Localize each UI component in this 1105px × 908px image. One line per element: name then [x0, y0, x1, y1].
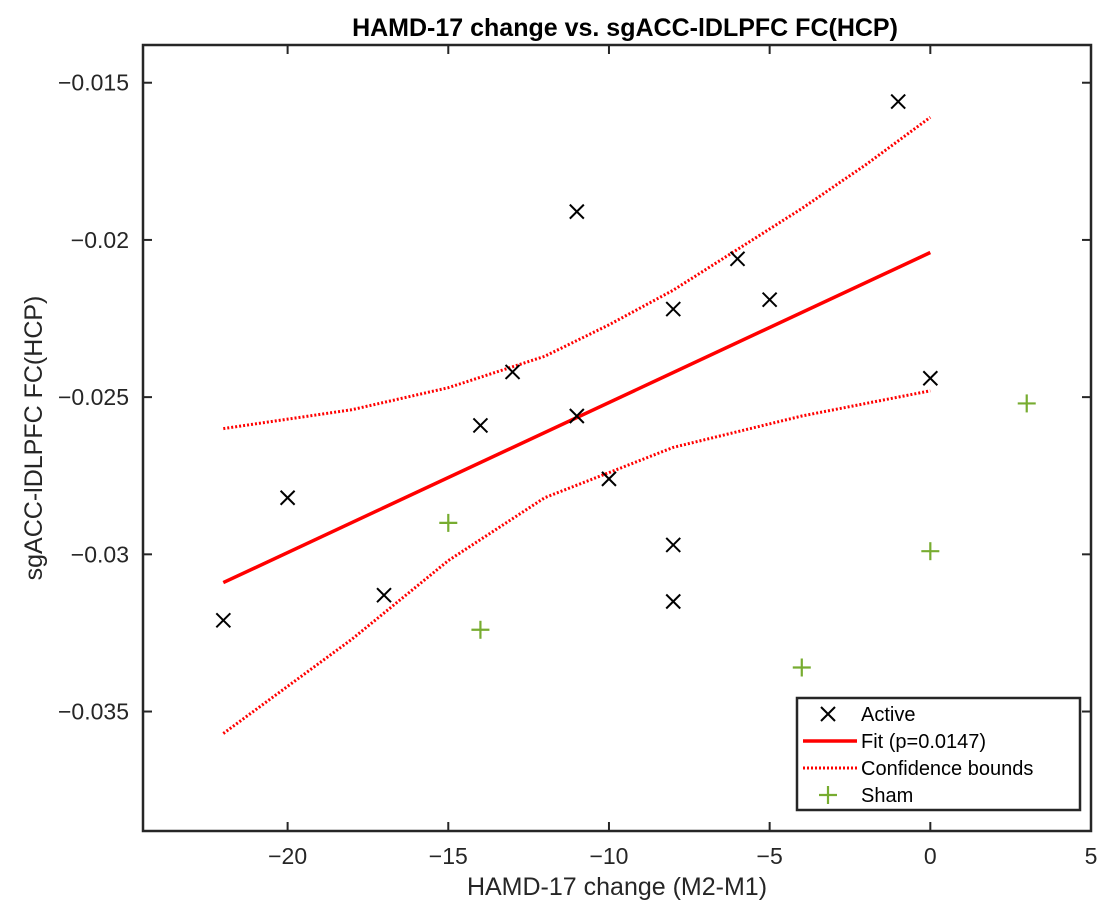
x-tick-label: −10	[589, 843, 628, 869]
chart-title: HAMD-17 change vs. sgACC-lDLPFC FC(HCP)	[352, 14, 898, 42]
fit-line	[222, 250, 932, 585]
sham-point	[1017, 394, 1036, 413]
active-marker-stroke	[761, 291, 778, 308]
active-marker-stroke	[601, 471, 617, 487]
legend: Active Fit (p=0.0147) Confidence bounds Sha…	[795, 696, 1082, 812]
legend-label: Sham	[861, 785, 913, 807]
active-marker-stroke	[890, 93, 906, 110]
x-tick-label: −5	[757, 843, 783, 869]
active-marker-stroke	[922, 370, 939, 386]
legend-box	[795, 696, 1082, 812]
active-point	[279, 490, 296, 506]
sham-point	[439, 513, 458, 532]
confidence-bound-upper	[223, 116, 932, 431]
active-point	[761, 291, 778, 308]
active-point	[569, 408, 585, 424]
active-marker-stroke	[665, 537, 681, 553]
legend-swatch-sham	[819, 786, 837, 804]
active-point	[376, 587, 392, 603]
y-axis-label: sgACC-lDLPFC FC(HCP)	[20, 296, 48, 581]
active-marker-stroke	[665, 593, 681, 610]
active-point	[665, 537, 681, 553]
active-marker-stroke	[820, 706, 836, 722]
legend-label: Active	[861, 704, 915, 726]
active-point	[922, 370, 939, 386]
y-tick-label: −0.03	[71, 541, 129, 567]
active-point	[665, 301, 681, 317]
sham-point	[792, 658, 811, 677]
legend-label: Confidence bounds	[861, 758, 1033, 780]
y-tick-label: −0.035	[58, 699, 129, 725]
y-tick-label: −0.02	[71, 227, 129, 253]
y-tick-label: −0.025	[58, 384, 129, 410]
active-point	[665, 593, 681, 610]
x-axis-label: HAMD-17 change (M2-M1)	[467, 873, 767, 901]
legend-label: Fit (p=0.0147)	[861, 731, 986, 753]
x-tick-label: −20	[268, 843, 307, 869]
active-point	[215, 612, 232, 629]
active-marker-stroke	[504, 364, 521, 380]
data-layer	[215, 93, 1036, 735]
active-point	[601, 471, 617, 487]
x-tick-label: 5	[1085, 843, 1098, 869]
active-marker-stroke	[215, 612, 232, 629]
active-marker-stroke	[569, 203, 585, 220]
x-tick-label: 0	[924, 843, 937, 869]
confidence-bound-lower	[222, 389, 931, 735]
sham-point	[471, 620, 490, 639]
active-marker-stroke	[729, 251, 746, 267]
active-marker-stroke	[279, 490, 296, 506]
active-marker-stroke	[569, 408, 585, 424]
y-tick-label: −0.015	[58, 70, 129, 96]
active-point	[729, 251, 746, 267]
active-marker-stroke	[472, 417, 489, 434]
active-point	[472, 417, 489, 434]
active-marker-stroke	[376, 587, 392, 603]
active-point	[504, 364, 521, 380]
plot-area-frame	[141, 43, 1093, 833]
ticks: −20 −15 −10 −5 0 5 −0.015 −0.02 −0.025 −0.03 −0.03…	[58, 45, 1097, 869]
active-marker-stroke	[665, 301, 681, 317]
active-point	[569, 203, 585, 220]
active-point	[890, 93, 906, 110]
legend-swatch-active	[820, 706, 836, 722]
sham-point	[921, 542, 940, 561]
x-tick-label: −15	[429, 843, 468, 869]
